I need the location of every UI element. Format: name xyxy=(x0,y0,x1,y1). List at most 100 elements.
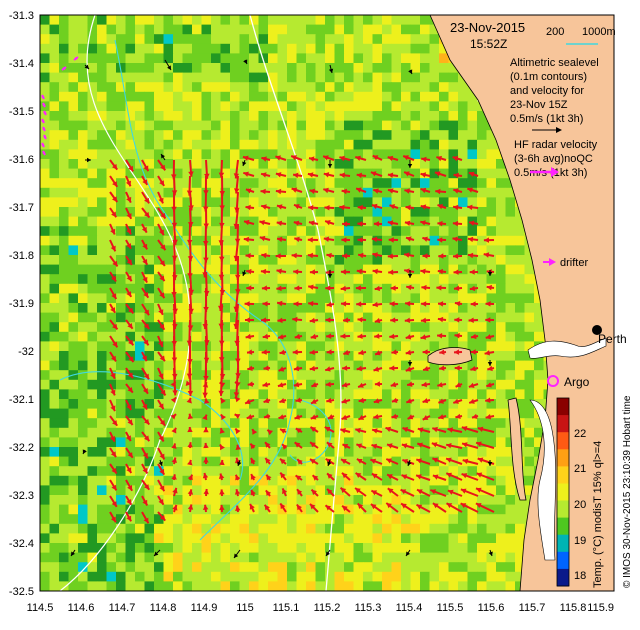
sst-cell xyxy=(106,15,117,25)
hf-arrow-head xyxy=(127,372,133,379)
sst-cell xyxy=(154,408,164,419)
sst-cell xyxy=(410,130,421,141)
sst-cell xyxy=(97,168,107,179)
sst-cell xyxy=(353,197,364,208)
hf-arrow-head xyxy=(420,204,427,210)
sst-cell xyxy=(410,255,421,265)
sst-cell xyxy=(192,111,202,121)
sst-cell xyxy=(448,552,459,563)
sst-cell xyxy=(163,303,174,313)
sst-cell xyxy=(363,322,373,333)
sst-cell xyxy=(239,149,250,160)
sst-cell xyxy=(201,514,212,525)
sst-cell xyxy=(315,283,326,294)
altimetry-arrow-head xyxy=(407,461,412,466)
sst-cell xyxy=(87,322,98,333)
hf-arrow-head xyxy=(468,382,475,388)
sst-cell xyxy=(68,341,79,352)
sst-cell xyxy=(97,303,107,313)
sst-cell xyxy=(315,379,326,390)
colorbar-frame xyxy=(556,397,570,587)
sst-cell xyxy=(59,82,69,93)
hf-arrow-head xyxy=(324,205,330,211)
sst-cell xyxy=(496,312,506,323)
sst-cell xyxy=(325,207,335,217)
sst-cell xyxy=(439,475,449,486)
sst-cell xyxy=(287,495,297,505)
sst-cell xyxy=(220,504,231,515)
x-tick: 115.9 xyxy=(587,602,614,614)
sst-cell xyxy=(97,159,107,169)
hf-arrow-head xyxy=(437,220,443,227)
sst-cell xyxy=(467,581,478,592)
sst-cell xyxy=(458,379,468,390)
hf-arrow-head xyxy=(293,172,299,179)
sst-cell xyxy=(372,24,383,35)
sst-cell xyxy=(277,389,288,400)
sst-cell xyxy=(458,399,468,409)
sst-cell xyxy=(524,331,535,342)
hf-arrow-head xyxy=(234,188,240,194)
sst-cell xyxy=(334,283,345,294)
sst-cell xyxy=(106,91,117,102)
sst-cell xyxy=(334,495,345,505)
hf-legend-arrow xyxy=(530,167,559,177)
sst-cell xyxy=(287,533,297,544)
sst-cell xyxy=(192,159,202,169)
sst-cell xyxy=(49,111,60,121)
sst-cell xyxy=(230,447,240,457)
sst-cell xyxy=(135,447,145,457)
sst-cell xyxy=(410,15,421,25)
sst-cell xyxy=(382,216,392,227)
sst-cell xyxy=(401,360,411,371)
sst-cell xyxy=(467,485,478,496)
sst-cell xyxy=(277,207,288,217)
sst-cell xyxy=(116,111,126,121)
sst-cell xyxy=(315,15,326,25)
hf-arrow-head xyxy=(469,398,475,404)
sst-cell xyxy=(287,312,297,323)
sst-cell xyxy=(230,571,240,582)
hf-arrow-head xyxy=(423,366,429,372)
sst-cell xyxy=(363,82,373,93)
sst-cell xyxy=(116,178,126,189)
sst-cell xyxy=(363,485,373,496)
sst-cell xyxy=(515,562,525,573)
hf-arrow-head xyxy=(261,204,267,210)
sst-cell xyxy=(211,581,221,592)
hf-arrow-head xyxy=(372,155,379,161)
sst-cell xyxy=(87,581,98,592)
sst-cell xyxy=(154,34,164,45)
sst-cell xyxy=(429,245,440,256)
sst-cell xyxy=(296,197,307,208)
sst-cell xyxy=(211,15,221,25)
sst-cell xyxy=(268,149,278,160)
sst-cell xyxy=(410,101,421,112)
sst-cell xyxy=(410,53,421,64)
sst-cell xyxy=(477,322,487,333)
sst-cell xyxy=(87,523,98,534)
hf-arrow-head xyxy=(250,474,256,480)
sst-cell xyxy=(192,360,202,371)
sst-cell xyxy=(230,53,240,64)
sst-cell xyxy=(87,24,98,35)
hf-arrow-head xyxy=(405,366,412,372)
sst-cell xyxy=(448,130,459,141)
hf-arrow-head xyxy=(220,414,226,421)
sst-cell xyxy=(144,322,155,333)
sst-cell xyxy=(192,456,202,467)
sst-cell xyxy=(230,245,240,256)
sst-cell xyxy=(505,274,516,285)
sst-cell xyxy=(68,312,79,323)
sst-cell xyxy=(220,437,231,448)
hf-arrow-head xyxy=(233,173,240,179)
sst-cell xyxy=(49,312,60,323)
sst-cell xyxy=(429,178,440,189)
hf-arrow-head xyxy=(264,413,270,419)
hf-arrow-head xyxy=(462,442,468,448)
hf-arrow-head xyxy=(159,260,165,266)
sst-cell xyxy=(315,322,326,333)
sst-cell xyxy=(448,101,459,112)
sst-cell xyxy=(315,178,326,189)
sst-cell xyxy=(306,533,316,544)
